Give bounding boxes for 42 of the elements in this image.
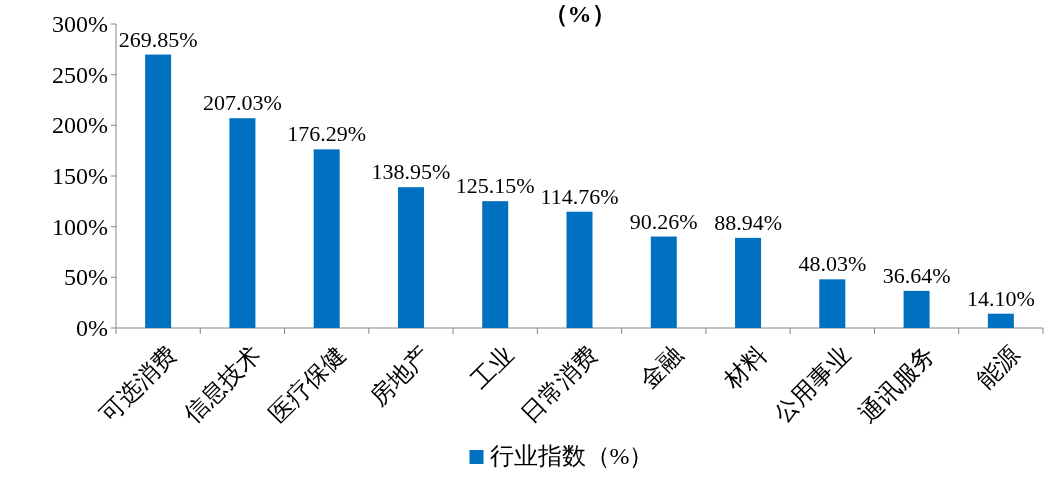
x-tick-label: 房地产 xyxy=(365,341,435,411)
data-label: 269.85% xyxy=(118,26,198,52)
data-label: 207.03% xyxy=(203,90,282,116)
bar xyxy=(145,54,172,328)
legend-label: 行业指数（%） xyxy=(489,443,654,469)
data-label: 125.15% xyxy=(455,173,535,199)
y-tick-label: 150% xyxy=(52,163,108,189)
data-label: 14.10% xyxy=(966,285,1035,311)
y-tick-label: 250% xyxy=(52,61,108,88)
bar xyxy=(735,237,762,328)
x-tick-label: 工业 xyxy=(466,341,519,394)
y-tick-label: 50% xyxy=(64,264,108,291)
x-tick-label: 能源 xyxy=(971,341,1025,394)
x-tick-label: 材料 xyxy=(718,341,772,395)
data-label: 138.95% xyxy=(371,159,451,185)
y-tick-label: 0% xyxy=(76,315,108,341)
bar xyxy=(650,236,677,328)
x-tick-label: 金融 xyxy=(634,341,688,394)
bar xyxy=(566,211,593,328)
data-label: 176.29% xyxy=(287,121,367,147)
bar xyxy=(229,118,256,328)
bar xyxy=(903,290,930,328)
x-tick-label: 通讯服务 xyxy=(853,341,940,428)
bar xyxy=(987,313,1014,328)
x-tick-label: 公用事业 xyxy=(769,341,856,428)
bar xyxy=(482,201,509,328)
data-label: 88.94% xyxy=(714,209,782,235)
y-tick-label: 100% xyxy=(52,213,108,240)
data-label: 48.03% xyxy=(798,251,867,277)
y-tick-label: 200% xyxy=(52,112,108,139)
x-tick-label: 医疗保健 xyxy=(263,341,351,428)
y-tick-label: 300% xyxy=(52,11,108,37)
bar xyxy=(313,149,340,328)
x-tick-label: 信息技术 xyxy=(179,341,266,428)
data-label: 36.64% xyxy=(882,262,951,288)
bar xyxy=(397,187,424,328)
data-label: 114.76% xyxy=(540,183,619,209)
data-label: 90.26% xyxy=(629,208,698,234)
x-tick-label: 日常消费 xyxy=(516,341,603,428)
bar xyxy=(819,279,846,328)
x-tick-label: 可选消费 xyxy=(95,341,182,428)
chart-title: （%） xyxy=(543,1,616,27)
